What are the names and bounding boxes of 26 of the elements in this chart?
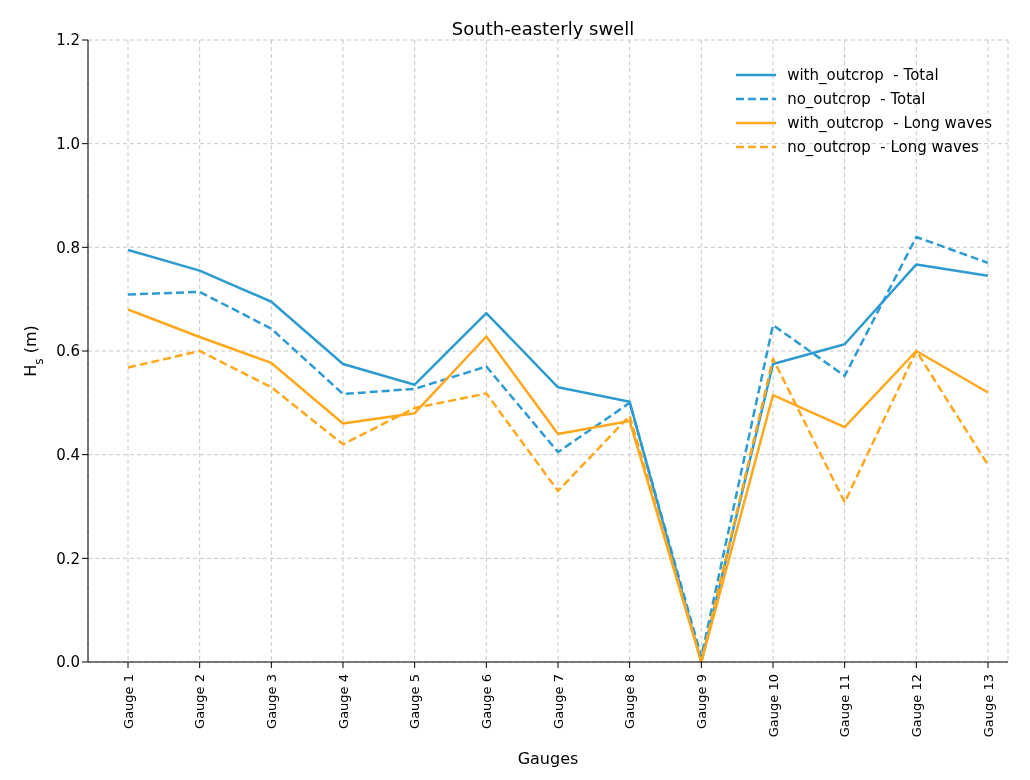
x-tick-label: Gauge 3 (263, 674, 279, 729)
legend-label: no_outcrop - Total (787, 89, 926, 110)
x-tick-label: Gauge 7 (550, 674, 566, 729)
y-tick-label: 0.2 (56, 549, 80, 568)
x-tick-label: Gauge 2 (192, 674, 208, 729)
chart-title: South-easterly swell (451, 18, 635, 39)
y-tick-label: 1.0 (56, 134, 80, 153)
legend-label: no_outcrop - Long waves (787, 137, 979, 158)
legend-label: with_outcrop - Long waves (787, 113, 992, 134)
x-tick-label: Gauge 11 (837, 674, 853, 738)
x-tick-label: Gauge 5 (407, 674, 423, 729)
x-tick-label: Gauge 1 (120, 674, 136, 729)
x-tick-label: Gauge 12 (908, 674, 924, 738)
legend-label: with_outcrop - Total (787, 65, 939, 86)
y-tick-label: 0.0 (56, 653, 80, 672)
x-tick-label: Gauge 13 (980, 674, 996, 738)
y-tick-label: 0.8 (56, 238, 80, 257)
x-tick-label: Gauge 8 (622, 674, 638, 729)
y-tick-label: 0.4 (56, 445, 80, 464)
x-tick-label: Gauge 10 (765, 674, 781, 738)
x-tick-label: Gauge 6 (478, 674, 494, 729)
y-tick-label: 1.2 (56, 31, 80, 50)
x-axis-title: Gauges (517, 749, 579, 768)
x-tick-label: Gauge 9 (693, 674, 709, 729)
y-tick-label: 0.6 (56, 342, 80, 361)
x-tick-label: Gauge 4 (335, 674, 351, 729)
